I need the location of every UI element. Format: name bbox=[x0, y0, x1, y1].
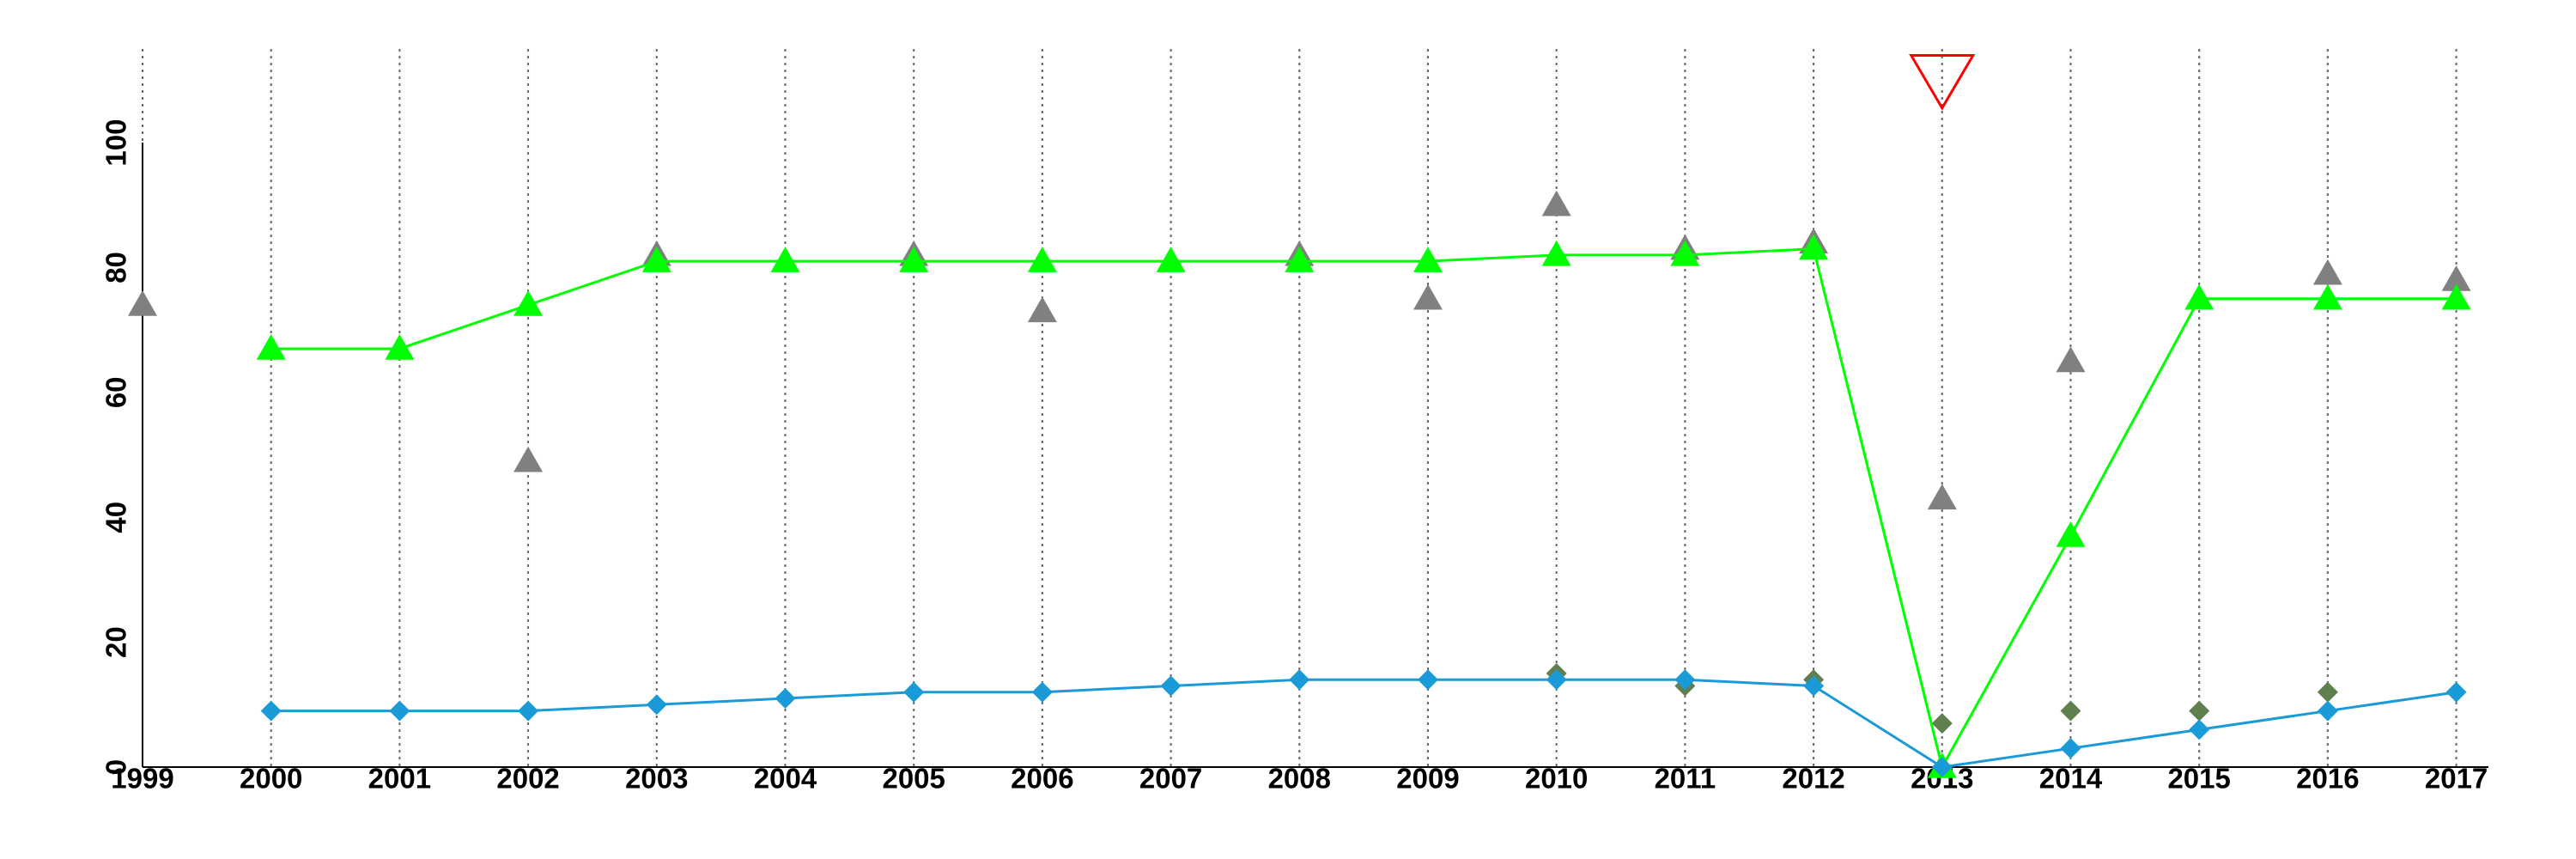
marker bbox=[1674, 669, 1696, 691]
marker bbox=[1413, 283, 1443, 310]
marker bbox=[2441, 283, 2471, 310]
marker bbox=[899, 247, 929, 272]
y-tick-label: 0 bbox=[100, 759, 132, 775]
marker bbox=[1546, 669, 1567, 691]
marker bbox=[1417, 669, 1438, 691]
marker bbox=[2441, 265, 2471, 291]
series-line bbox=[270, 678, 2457, 769]
y-tick-label: 60 bbox=[100, 376, 132, 408]
y-tick-label: 100 bbox=[100, 119, 132, 167]
marker bbox=[1803, 675, 1825, 697]
marker bbox=[1413, 247, 1443, 272]
series-line bbox=[270, 247, 2457, 771]
marker bbox=[1031, 681, 1053, 703]
marker bbox=[128, 290, 157, 316]
marker bbox=[1027, 296, 1057, 323]
marker bbox=[2060, 700, 2081, 722]
marker bbox=[2317, 681, 2338, 703]
marker bbox=[2189, 700, 2210, 722]
marker bbox=[2189, 719, 2210, 740]
y-tick-label: 80 bbox=[100, 252, 132, 283]
marker bbox=[2445, 681, 2467, 703]
marker bbox=[1289, 669, 1310, 691]
marker bbox=[646, 694, 667, 716]
marker bbox=[518, 700, 539, 722]
marker bbox=[1160, 675, 1182, 697]
marker bbox=[1541, 190, 1571, 216]
marker bbox=[2312, 283, 2342, 310]
marker bbox=[256, 333, 286, 360]
marker bbox=[2060, 738, 2081, 759]
marker bbox=[770, 247, 800, 272]
marker bbox=[1541, 240, 1571, 266]
marker bbox=[513, 290, 544, 316]
marker bbox=[2184, 283, 2215, 310]
marker bbox=[2317, 700, 2338, 722]
marker bbox=[1909, 54, 1976, 111]
marker bbox=[775, 688, 796, 710]
marker bbox=[385, 333, 415, 360]
y-tick-label: 20 bbox=[100, 626, 132, 658]
marker bbox=[1670, 240, 1700, 266]
marker bbox=[903, 681, 925, 703]
marker bbox=[1027, 247, 1057, 272]
marker bbox=[1285, 247, 1315, 272]
marker bbox=[2056, 521, 2086, 547]
marker bbox=[2312, 259, 2342, 285]
marker bbox=[513, 446, 544, 472]
marker bbox=[1931, 713, 1953, 734]
marker bbox=[1799, 234, 1829, 260]
marker bbox=[1927, 484, 1957, 510]
marker bbox=[389, 700, 410, 722]
marker bbox=[1156, 247, 1186, 272]
marker bbox=[1931, 757, 1953, 777]
marker bbox=[641, 247, 671, 272]
marker bbox=[2056, 346, 2086, 373]
marker bbox=[260, 700, 282, 722]
y-tick-label: 40 bbox=[100, 502, 132, 533]
